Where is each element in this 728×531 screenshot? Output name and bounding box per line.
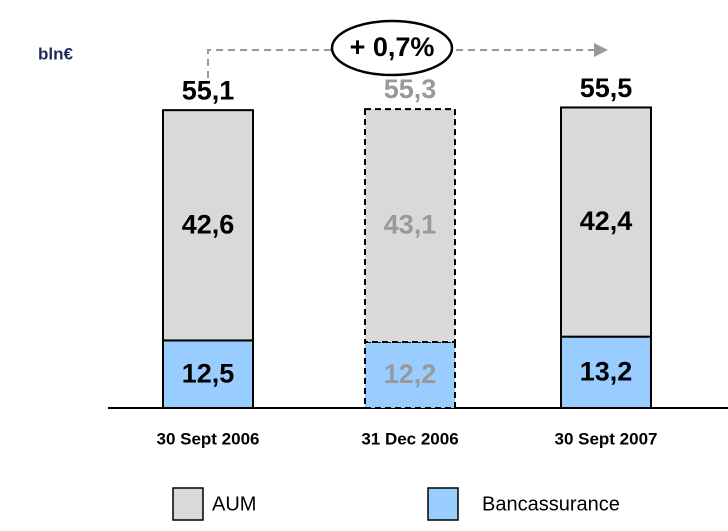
unit-label: bln€ bbox=[38, 44, 73, 63]
value-label: 43,1 bbox=[384, 210, 437, 240]
value-label: 12,5 bbox=[182, 358, 235, 388]
value-label: 12,2 bbox=[384, 359, 437, 389]
bar-segment bbox=[162, 109, 254, 342]
total-label: 55,3 bbox=[384, 74, 437, 104]
total-label: 55,5 bbox=[580, 73, 633, 103]
arrow-head bbox=[594, 43, 608, 57]
annotation: + 0,7% bbox=[350, 32, 435, 62]
bar-segment bbox=[364, 108, 456, 344]
legend-label: Bancassurance bbox=[482, 493, 620, 515]
growth-arrow bbox=[207, 49, 596, 78]
legend-swatch bbox=[427, 487, 459, 521]
annotation-ellipse bbox=[330, 19, 454, 77]
bar-segment bbox=[560, 106, 652, 338]
x-tick-label: 30 Sept 2006 bbox=[156, 429, 259, 448]
x-tick-label: 31 Dec 2006 bbox=[361, 429, 458, 448]
value-label: 42,4 bbox=[580, 206, 633, 236]
value-label: 42,6 bbox=[182, 209, 235, 239]
value-label: 13,2 bbox=[580, 356, 633, 386]
legend-swatch bbox=[172, 487, 204, 521]
x-tick-label: 30 Sept 2007 bbox=[554, 429, 657, 448]
total-label: 55,1 bbox=[182, 75, 235, 105]
bar-segment bbox=[162, 339, 254, 409]
legend-label: AUM bbox=[212, 493, 256, 515]
